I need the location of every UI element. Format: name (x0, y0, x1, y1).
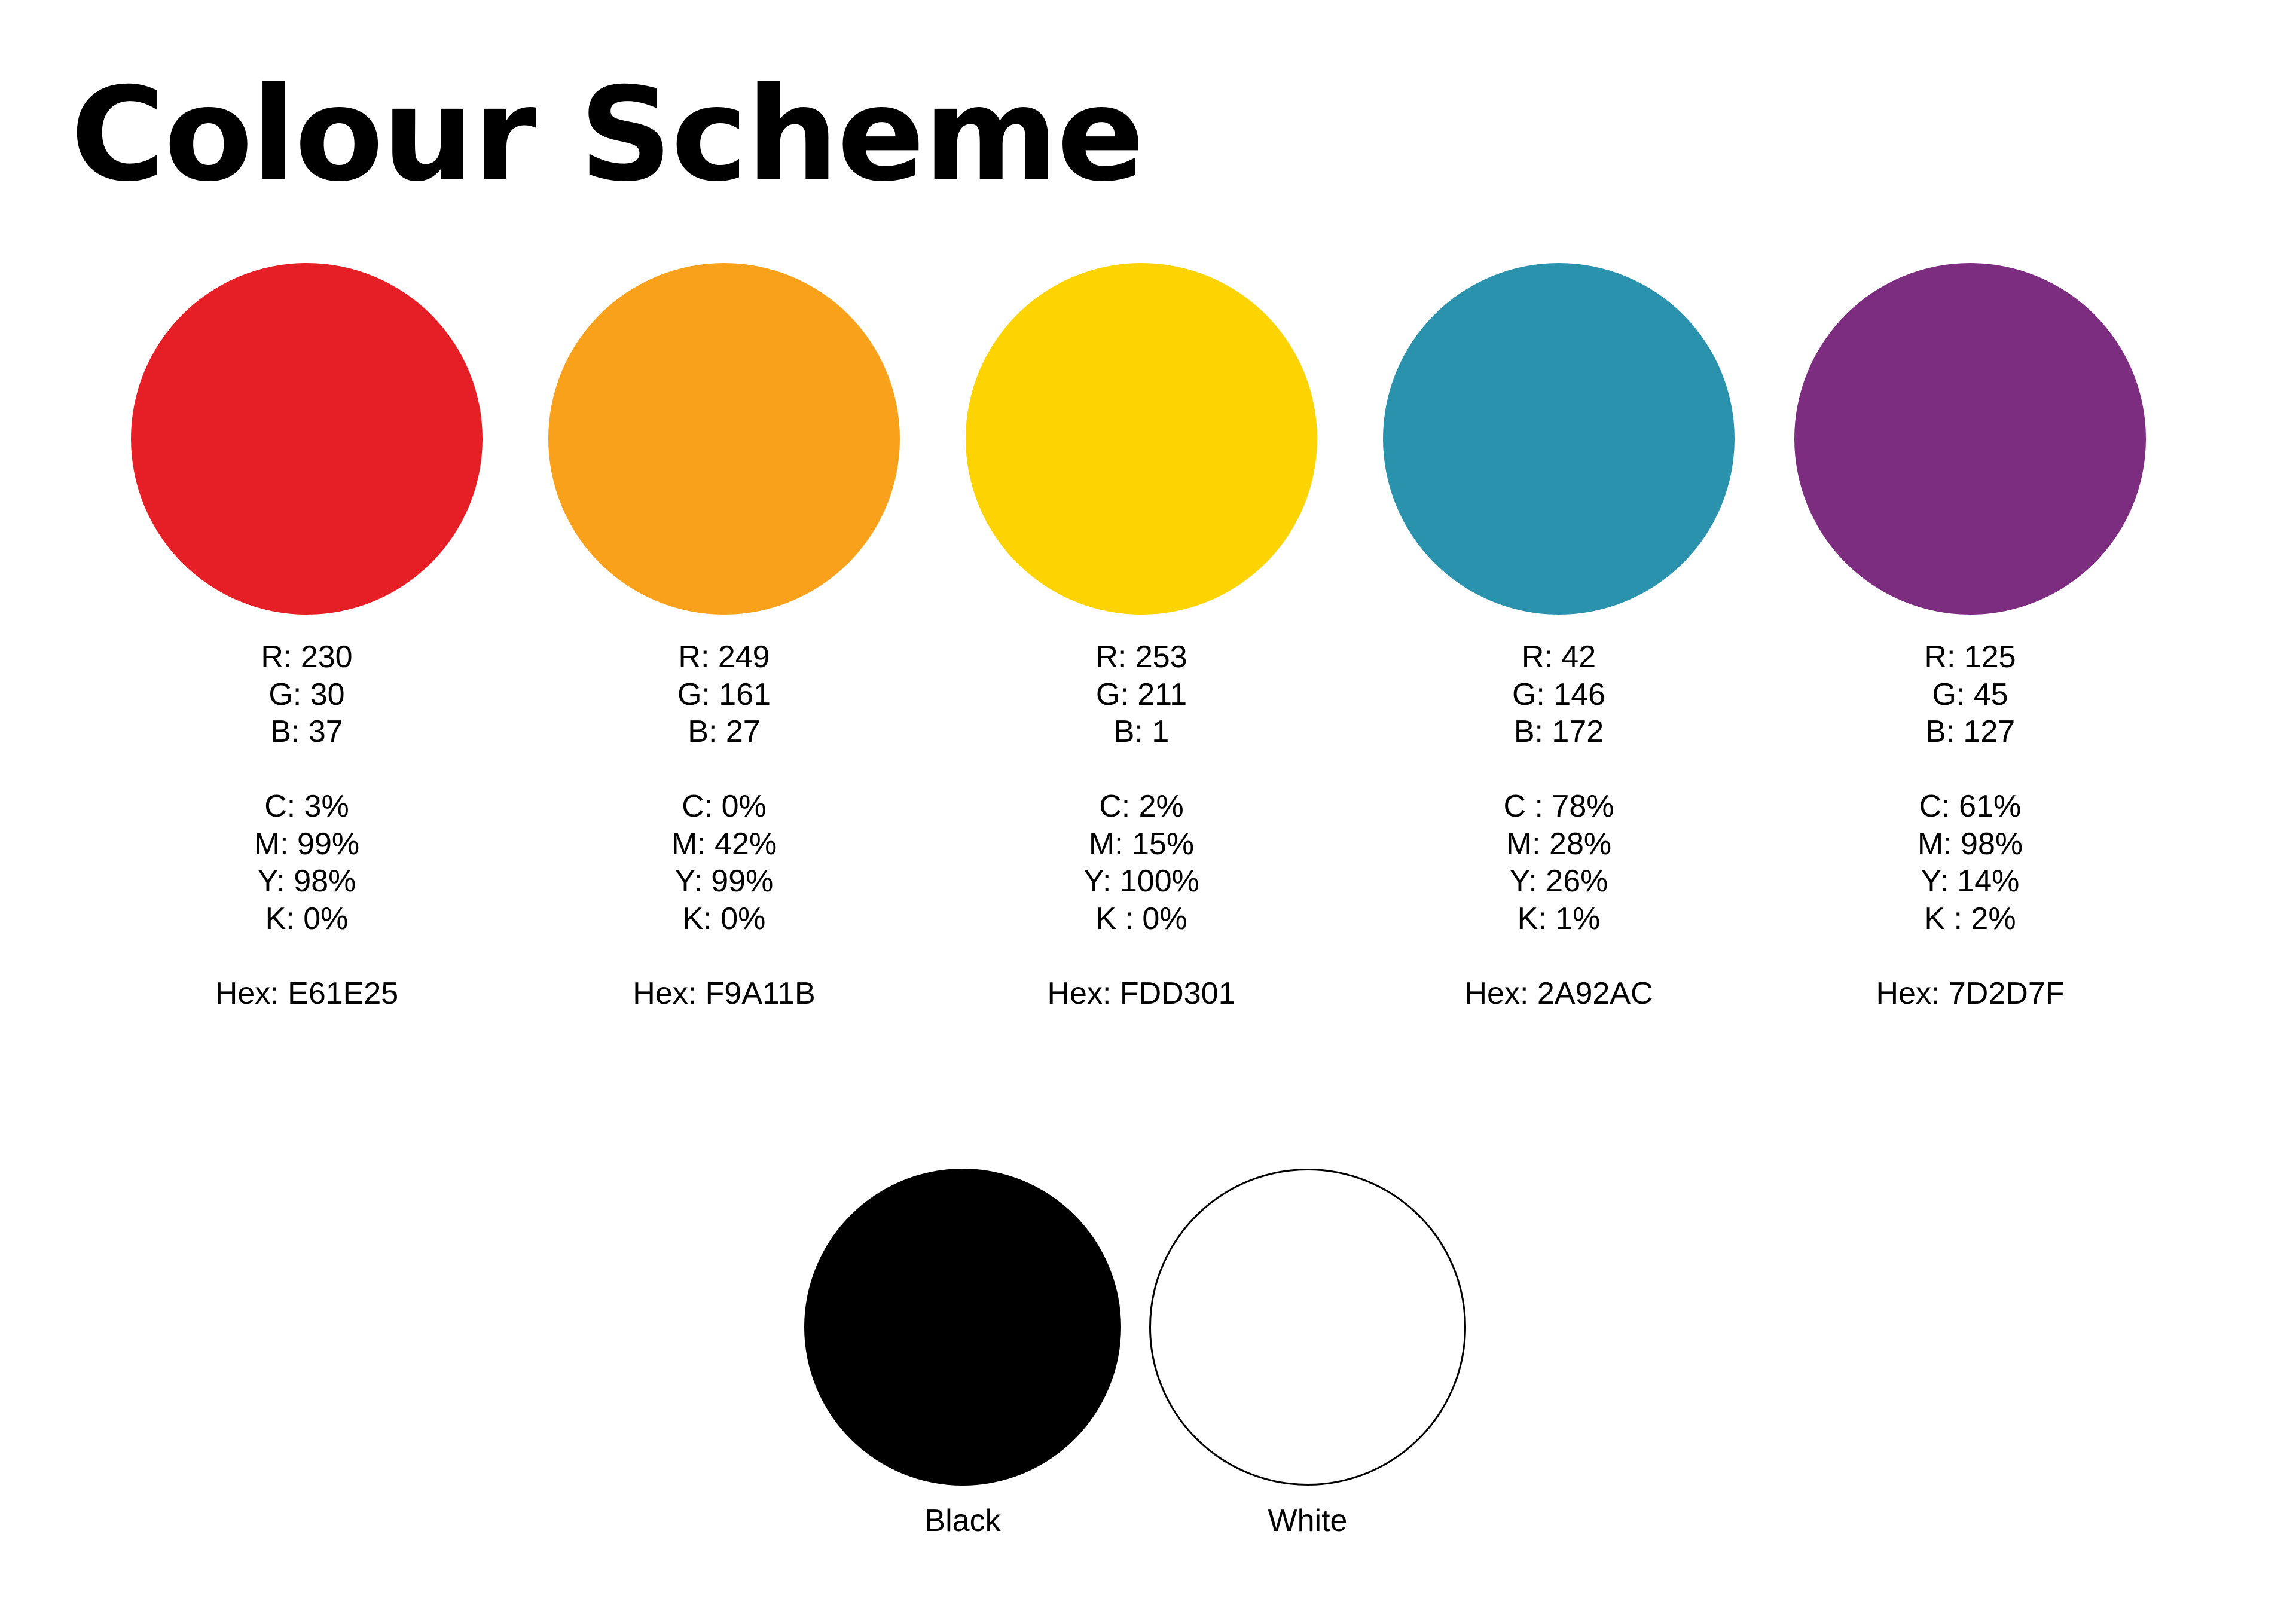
hex-value: Hex: 2A92AC (1464, 976, 1653, 1011)
hex-value: Hex: E61E25 (215, 976, 399, 1011)
cmyk-y-value: Y: 99% (674, 864, 774, 898)
cmyk-m-value: M: 15% (1088, 826, 1195, 861)
rgb-r-value: R: 125 (1924, 640, 2016, 674)
spacer (944, 937, 1339, 975)
rgb-r-value: R: 253 (1095, 640, 1187, 674)
rgb-g-value: G: 211 (1095, 677, 1187, 712)
color-values: R: 125 G: 45 B: 127 C: 61% M: 98% Y: 14%… (1773, 638, 2167, 1012)
cmyk-y-value: Y: 26% (1509, 864, 1608, 898)
spacer (944, 751, 1339, 788)
white-label: White (1268, 1503, 1348, 1538)
rgb-g-value: G: 161 (677, 677, 771, 712)
rgb-r-value: R: 42 (1521, 640, 1596, 674)
spacer (1361, 751, 1756, 788)
hex-value: Hex: 7D2D7F (1876, 976, 2065, 1011)
cmyk-k-value: K: 0% (265, 901, 349, 936)
rgb-g-value: G: 30 (268, 677, 345, 712)
page-title: Colour Scheme (71, 60, 1144, 210)
hex-value: Hex: F9A11B (633, 976, 816, 1011)
rgb-b-value: B: 1 (1113, 714, 1170, 749)
spacer (1361, 937, 1756, 975)
color-circle (1794, 263, 2146, 615)
rgb-b-value: B: 37 (270, 714, 343, 749)
color-swatch-orange: R: 249 G: 161 B: 27 C: 0% M: 42% Y: 99% … (527, 263, 921, 1012)
color-values: R: 42 G: 146 B: 172 C : 78% M: 28% Y: 26… (1361, 638, 1756, 1012)
rgb-b-value: B: 172 (1513, 714, 1604, 749)
cmyk-c-value: C: 2% (1099, 789, 1184, 824)
spacer (109, 937, 504, 975)
spacer (109, 751, 504, 788)
cmyk-y-value: Y: 14% (1921, 864, 2020, 898)
color-circle (1383, 263, 1735, 615)
rgb-g-value: G: 45 (1932, 677, 2008, 712)
black-circle (804, 1169, 1121, 1486)
cmyk-k-value: K : 0% (1095, 901, 1187, 936)
cmyk-y-value: Y: 100% (1083, 864, 1199, 898)
rgb-g-value: G: 146 (1512, 677, 1606, 712)
color-swatch-red: R: 230 G: 30 B: 37 C: 3% M: 99% Y: 98% K… (109, 263, 504, 1012)
black-label: Black (924, 1503, 1001, 1538)
cmyk-c-value: C: 0% (682, 789, 767, 824)
color-swatch-teal: R: 42 G: 146 B: 172 C : 78% M: 28% Y: 26… (1361, 263, 1756, 1012)
color-swatch-purple: R: 125 G: 45 B: 127 C: 61% M: 98% Y: 14%… (1773, 263, 2167, 1012)
spacer (527, 751, 921, 788)
color-values: R: 253 G: 211 B: 1 C: 2% M: 15% Y: 100% … (944, 638, 1339, 1012)
cmyk-c-value: C : 78% (1503, 789, 1614, 824)
color-circle (131, 263, 483, 615)
cmyk-k-value: K: 0% (682, 901, 766, 936)
hex-value: Hex: FDD301 (1047, 976, 1236, 1011)
white-circle (1149, 1169, 1466, 1486)
color-circle (966, 263, 1317, 615)
spacer (527, 937, 921, 975)
cmyk-k-value: K : 2% (1924, 901, 2016, 936)
color-circle (548, 263, 900, 615)
cmyk-m-value: M: 99% (254, 826, 360, 861)
rgb-r-value: R: 249 (678, 640, 770, 674)
color-values: R: 230 G: 30 B: 37 C: 3% M: 99% Y: 98% K… (109, 638, 504, 1012)
rgb-r-value: R: 230 (261, 640, 353, 674)
cmyk-k-value: K: 1% (1517, 901, 1601, 936)
rgb-b-value: B: 127 (1925, 714, 2016, 749)
cmyk-m-value: M: 42% (671, 826, 777, 861)
color-swatch-yellow: R: 253 G: 211 B: 1 C: 2% M: 15% Y: 100% … (944, 263, 1339, 1012)
color-values: R: 249 G: 161 B: 27 C: 0% M: 42% Y: 99% … (527, 638, 921, 1012)
cmyk-m-value: M: 98% (1917, 826, 2023, 861)
spacer (1773, 937, 2167, 975)
neutral-swatch-white: White (1146, 1169, 1469, 1539)
cmyk-c-value: C: 61% (1919, 789, 2022, 824)
cmyk-m-value: M: 28% (1506, 826, 1612, 861)
cmyk-c-value: C: 3% (264, 789, 349, 824)
neutral-swatch-black: Black (801, 1169, 1124, 1539)
spacer (1773, 751, 2167, 788)
rgb-b-value: B: 27 (688, 714, 761, 749)
cmyk-y-value: Y: 98% (257, 864, 356, 898)
